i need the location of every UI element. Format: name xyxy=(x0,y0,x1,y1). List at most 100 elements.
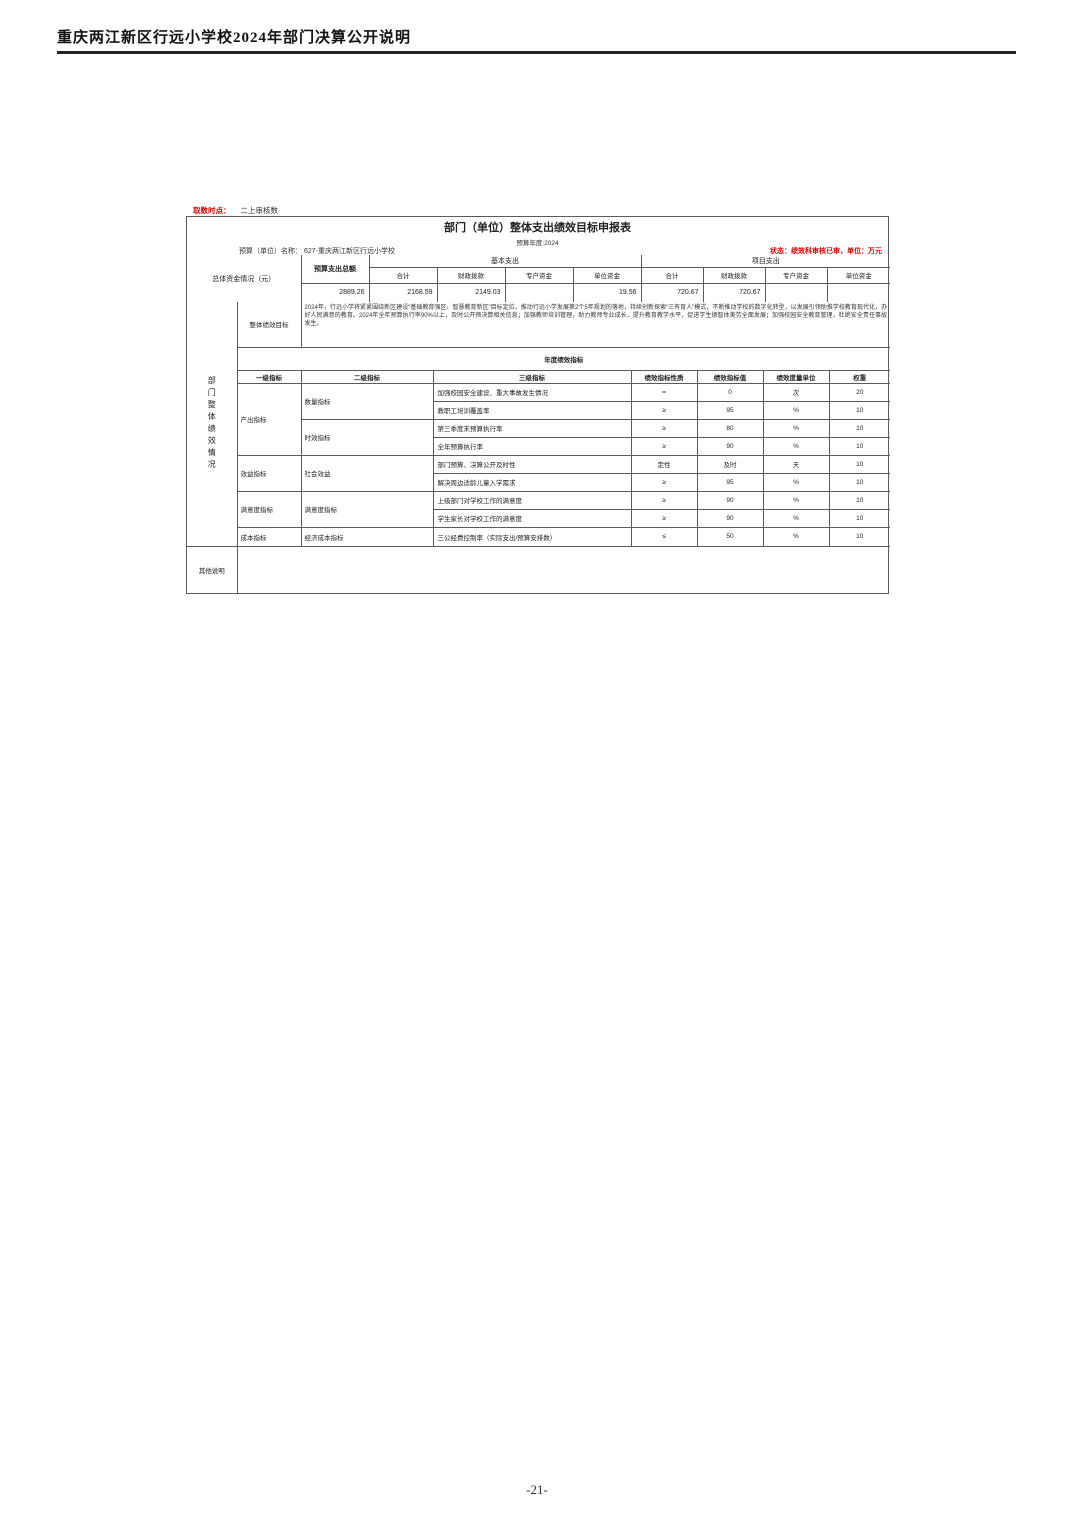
indicator-name: 上级部门对学校工作的满意度 xyxy=(432,490,632,510)
project-special-header: 专户资金 xyxy=(764,266,828,284)
form-table: 部门（单位）整体支出绩效目标申报表 预算年度:2024 预算（单位）名称： 62… xyxy=(186,216,891,594)
indicator-name: 第三季度末预算执行率 xyxy=(432,418,632,438)
indicator-weight: 10 xyxy=(828,508,891,528)
level1-satisfaction: 满意度指标 xyxy=(236,490,302,528)
indicator-unit: % xyxy=(762,436,830,456)
basic-fiscal-header: 财政拨款 xyxy=(436,266,506,284)
indicator-unit: % xyxy=(762,400,830,420)
project-fiscal-value: 720.67 xyxy=(702,282,766,303)
basic-fiscal-value: 2149.03 xyxy=(436,282,506,303)
indicator-row: 教职工培训覆盖率 ≥ 95 % 10 xyxy=(187,400,891,420)
indicator-name: 部门预算、决算公开及时性 xyxy=(432,454,632,474)
indicator-weight: 10 xyxy=(828,436,891,456)
performance-target-sheet: 取数时点： 二上审核数 部门（单位）整体支出绩效目标申报表 预算年度:2024 预… xyxy=(186,205,891,594)
indicator-weight: 10 xyxy=(828,472,891,492)
side-label-cell: 部门整体绩效情况 xyxy=(186,301,238,547)
overall-goal-text: 2024年，行远小学将紧紧围绕新区建设“基础教育强区、智慧教育新区”目标定位，推… xyxy=(304,305,888,327)
indicator-value: 95 xyxy=(696,400,764,420)
form-title-row: 部门（单位）整体支出绩效目标申报表 xyxy=(187,217,888,237)
indicator-name: 加强校园安全建设、重大事故发生情况 xyxy=(432,382,632,402)
project-special-value xyxy=(764,282,828,303)
indicator-row: 时效指标 第三季度末预算执行率 ≥ 80 % 10 xyxy=(187,418,891,456)
indicator-nature: ≥ xyxy=(630,490,698,510)
indicator-nature: ≥ xyxy=(630,472,698,492)
indicator-unit: 次 xyxy=(762,382,830,402)
form-title: 部门（单位）整体支出绩效目标申报表 xyxy=(444,222,631,234)
level2-quantity: 数量指标 xyxy=(300,382,434,420)
project-fiscal-header: 财政拨款 xyxy=(702,266,766,284)
indicator-nature: ≥ xyxy=(630,436,698,456)
indicator-unit: % xyxy=(762,472,830,492)
basic-unitfund-header: 单位资金 xyxy=(572,266,642,284)
indicator-unit: % xyxy=(762,418,830,438)
data-point-line: 取数时点： 二上审核数 xyxy=(186,205,889,216)
indicator-unit: % xyxy=(762,526,830,547)
annual-indicators-header: 年度绩效指标 xyxy=(236,346,891,371)
indicator-name: 教职工培训覆盖率 xyxy=(432,400,632,420)
indicator-columns-row: 一级指标 二级指标 三级指标 绩效指标性质 绩效指标值 绩效度量单位 权重 xyxy=(187,369,891,384)
level1-benefit: 效益指标 xyxy=(236,454,302,492)
level2-economic-cost: 经济成本指标 xyxy=(300,526,434,547)
level2-timeliness: 时效指标 xyxy=(300,418,434,456)
overall-performance-side-label: 部门整体绩效情况 xyxy=(207,375,217,472)
col-unit: 绩效度量单位 xyxy=(762,369,830,384)
header-divider xyxy=(57,51,1016,54)
indicator-value: 0 xyxy=(696,382,764,402)
indicator-value: 50 xyxy=(696,526,764,547)
indicator-row: 效益指标 社会效益 部门预算、决算公开及时性 定性 及时 天 10 xyxy=(187,454,891,492)
basic-total-value: 2168.59 xyxy=(368,282,438,303)
indicator-row: 产出指标 数量指标 加强校园安全建设、重大事故发生情况 = 0 次 20 xyxy=(187,382,891,456)
document-header: 重庆两江新区行远小学校2024年部门决算公开说明 xyxy=(57,26,1016,54)
other-notes-content xyxy=(236,545,891,594)
level1-cost: 成本指标 xyxy=(236,526,302,547)
indicator-value: 90 xyxy=(696,508,764,528)
indicator-value: 90 xyxy=(696,490,764,510)
col-level2: 二级指标 xyxy=(300,369,434,384)
indicator-value: 及时 xyxy=(696,454,764,474)
unit-name: 预算（单位）名称： 627-重庆两江新区行远小学校 xyxy=(239,246,395,255)
project-unitfund-header: 单位资金 xyxy=(826,266,891,284)
indicator-name: 全年预算执行率 xyxy=(432,436,632,456)
indicator-weight: 10 xyxy=(828,400,891,420)
indicator-name: 三公经费控制率（实际支出/预算安排数） xyxy=(432,526,632,547)
funds-summary-table: 总体资金情况（元） 预算支出总额 基本支出 项目支出 合计 财政拨款 专户资金 … xyxy=(186,254,891,303)
col-nature: 绩效指标性质 xyxy=(630,369,698,384)
indicator-unit: % xyxy=(762,508,830,528)
budget-total-value: 2889.26 xyxy=(300,282,370,303)
basic-total-header: 合计 xyxy=(368,266,438,284)
budget-total-header: 预算支出总额 xyxy=(300,254,370,284)
data-point-value: 二上审核数 xyxy=(240,206,279,215)
page-number: -21- xyxy=(526,1482,548,1497)
indicator-weight: 10 xyxy=(828,418,891,438)
level2-satisfaction: 满意度指标 xyxy=(300,490,434,528)
overall-goal-cell: 2024年，行远小学将紧紧围绕新区建设“基础教育强区、智慧教育新区”目标定位，推… xyxy=(300,301,891,348)
col-value: 绩效指标值 xyxy=(696,369,764,384)
indicator-weight: 20 xyxy=(828,382,891,402)
unit-name-value: 627-重庆两江新区行远小学校 xyxy=(303,248,395,255)
project-total-header: 合计 xyxy=(640,266,704,284)
indicator-name: 学生家长对学校工作的满意度 xyxy=(432,508,632,528)
project-unitfund-value xyxy=(826,282,891,303)
basic-unitfund-value: 19.56 xyxy=(572,282,642,303)
indicator-weight: 10 xyxy=(828,526,891,547)
other-notes-label: 其他说明 xyxy=(186,545,238,594)
unit-name-label: 预算（单位）名称： xyxy=(239,248,302,255)
indicator-value: 90 xyxy=(696,436,764,456)
indicator-nature: ≥ xyxy=(630,400,698,420)
project-expense-group-header: 项目支出 xyxy=(640,254,891,268)
indicator-nature: ≥ xyxy=(630,508,698,528)
indicator-unit: 天 xyxy=(762,454,830,474)
project-total-value: 720.67 xyxy=(640,282,704,303)
indicator-value: 95 xyxy=(696,472,764,492)
overall-goal-label: 整体绩效目标 xyxy=(236,301,302,348)
indicator-name: 解决周边适龄儿童入学需求 xyxy=(432,472,632,492)
indicator-weight: 10 xyxy=(828,490,891,510)
form-info-row: 预算（单位）名称： 627-重庆两江新区行远小学校 状态：绩效科审核已审，单位：… xyxy=(187,246,888,255)
status-text: 状态：绩效科审核已审，单位：万元 xyxy=(770,248,882,255)
indicator-nature: = xyxy=(630,382,698,402)
indicator-row: 解决周边适龄儿童入学需求 ≥ 95 % 10 xyxy=(187,472,891,492)
col-weight: 权重 xyxy=(828,369,891,384)
document-title: 重庆两江新区行远小学校2024年部门决算公开说明 xyxy=(57,30,412,46)
indicator-weight: 10 xyxy=(828,454,891,474)
summary-row-label: 总体资金情况（元） xyxy=(186,254,302,303)
